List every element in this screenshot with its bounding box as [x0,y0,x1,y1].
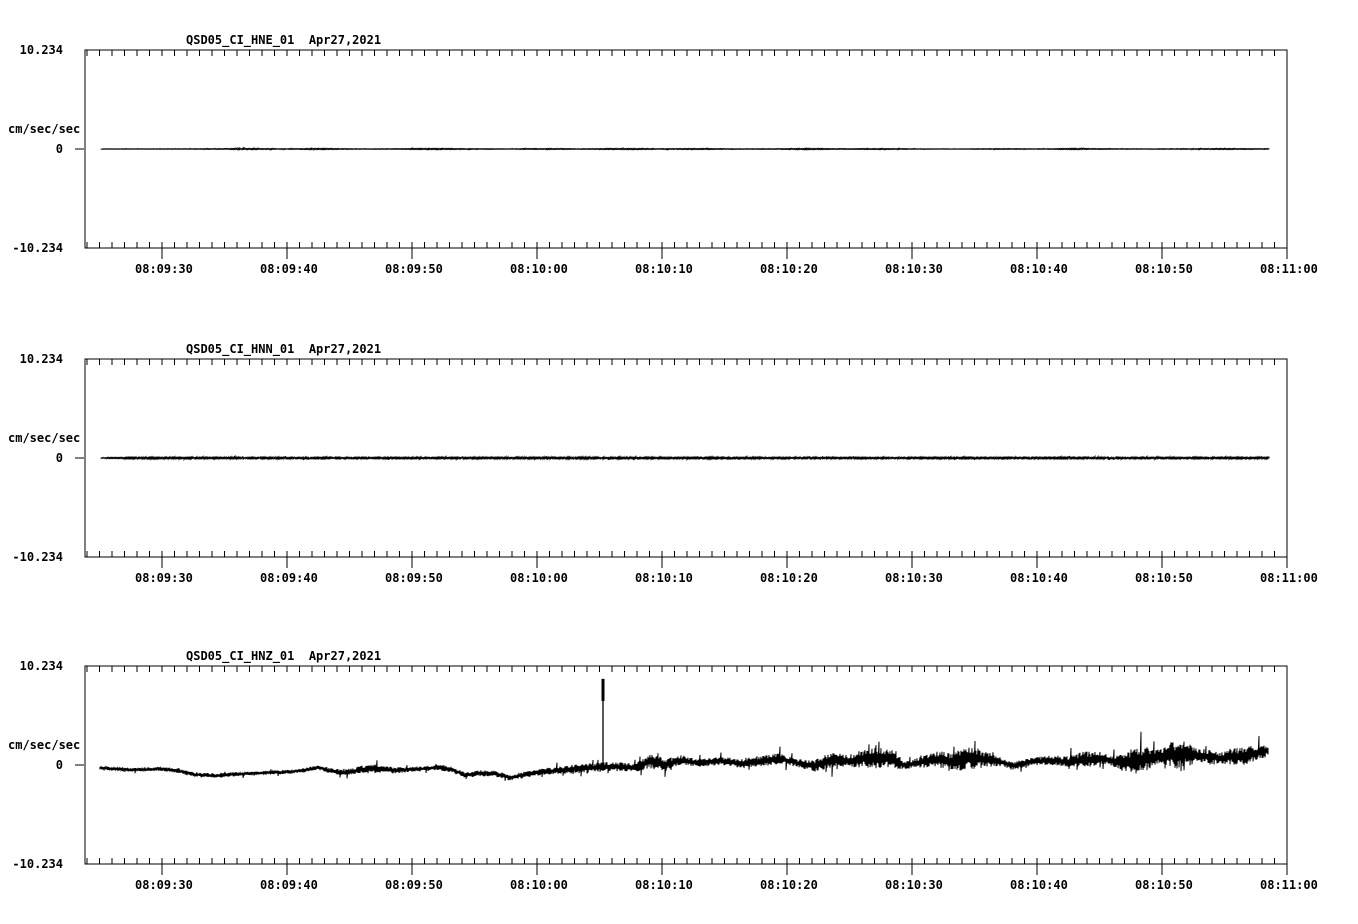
x-tick-label: 08:11:00 [1260,262,1318,276]
x-tick-label: 08:10:10 [635,878,693,892]
y-axis-min-label: -10.234 [12,550,63,564]
x-tick-label: 08:10:00 [510,571,568,585]
y-axis-min-label: -10.234 [12,857,63,871]
x-tick-label: 08:10:00 [510,262,568,276]
x-tick-label: 08:10:00 [510,878,568,892]
x-tick-label: 08:10:40 [1010,262,1068,276]
chart-title: QSD05_CI_HNN_01 Apr27,2021 [186,342,382,356]
y-axis-zero-label: 0 [55,758,63,772]
waveform-trace-hne [100,146,1270,152]
axis-ticks [75,666,1288,875]
x-tick-label: 08:09:50 [385,571,443,585]
y-axis-unit-label: cm/sec/sec [8,122,81,136]
axis-ticks [75,50,1288,259]
x-tick-label: 08:10:20 [760,262,818,276]
waveform-trace-hnn [100,454,1270,462]
y-axis-max-label: 10.234 [19,659,63,673]
x-tick-label: 08:10:50 [1135,262,1193,276]
x-tick-label: 08:09:40 [260,571,318,585]
y-axis-unit-label: cm/sec/sec [8,738,81,752]
chart-title: QSD05_CI_HNZ_01 Apr27,2021 [186,649,382,663]
x-tick-label: 08:09:50 [385,878,443,892]
axis-ticks [75,359,1288,568]
x-tick-label: 08:10:20 [760,878,818,892]
x-tick-label: 08:10:50 [1135,571,1193,585]
x-tick-label: 08:10:40 [1010,571,1068,585]
waveform-trace-hnz [99,731,1269,781]
x-tick-label: 08:10:40 [1010,878,1068,892]
chart-title: QSD05_CI_HNE_01 Apr27,2021 [186,33,382,47]
x-tick-label: 08:10:20 [760,571,818,585]
x-tick-label: 08:09:40 [260,878,318,892]
x-tick-label: 08:09:50 [385,262,443,276]
x-tick-label: 08:10:30 [885,878,943,892]
x-tick-label: 08:10:50 [1135,878,1193,892]
y-axis-min-label: -10.234 [12,241,63,255]
y-axis-max-label: 10.234 [19,43,63,57]
x-tick-label: 08:10:30 [885,571,943,585]
y-axis-unit-label: cm/sec/sec [8,431,81,445]
y-axis-zero-label: 0 [55,142,63,156]
x-tick-label: 08:09:30 [135,571,193,585]
x-tick-label: 08:11:00 [1260,878,1318,892]
x-tick-label: 08:10:30 [885,262,943,276]
x-tick-label: 08:09:30 [135,878,193,892]
y-axis-max-label: 10.234 [19,352,63,366]
y-axis-zero-label: 0 [55,451,63,465]
x-tick-label: 08:09:30 [135,262,193,276]
x-tick-label: 08:11:00 [1260,571,1318,585]
x-tick-label: 08:09:40 [260,262,318,276]
x-tick-label: 08:10:10 [635,571,693,585]
x-tick-label: 08:10:10 [635,262,693,276]
